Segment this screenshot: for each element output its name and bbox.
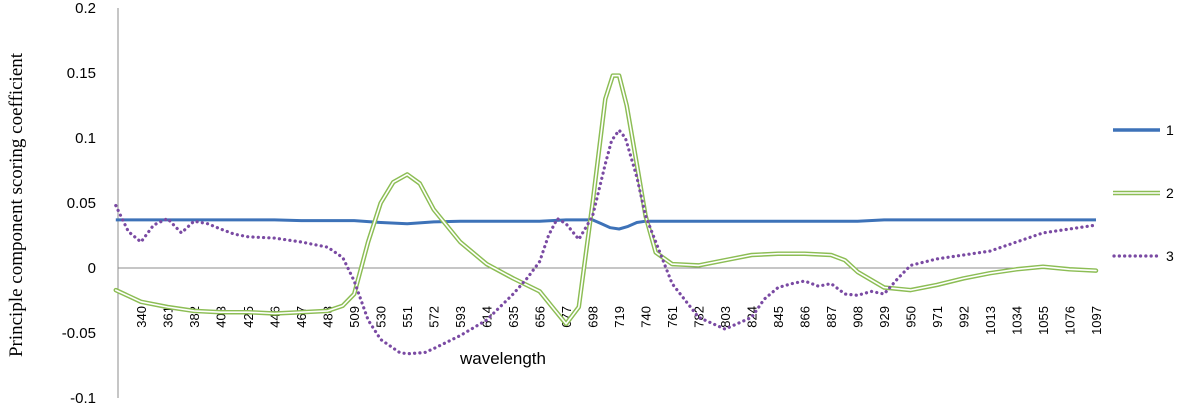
x-tick-label: 340 [134, 306, 149, 328]
x-tick-label: 866 [798, 306, 813, 328]
x-tick-label: 614 [480, 306, 495, 328]
x-tick-label: 509 [347, 306, 362, 328]
y-tick-label: -0.1 [70, 390, 96, 407]
x-tick-label: 698 [586, 306, 601, 328]
x-tick-label: 467 [294, 306, 309, 328]
x-tick-label: 656 [533, 306, 548, 328]
x-tick-label: 1013 [983, 306, 998, 335]
x-tick-label: 551 [400, 306, 415, 328]
y-tick-labels: 0.2 0.15 0.1 0.05 0 -0.05 -0.1 [62, 0, 96, 407]
series-2-line-inner [115, 74, 1097, 325]
x-tick-label: 530 [374, 306, 389, 328]
x-axis-label-group: wavelength [459, 349, 546, 368]
x-tick-label: 929 [877, 306, 892, 328]
x-tick-label: 403 [213, 306, 228, 328]
legend-label-3: 3 [1166, 248, 1174, 264]
series-3-line [114, 128, 1098, 356]
y-tick-label: 0.05 [67, 195, 96, 212]
y-tick-label: -0.05 [62, 325, 96, 342]
x-tick-label: 740 [639, 306, 654, 328]
x-tick-label: 635 [506, 306, 521, 328]
x-tick-label: 719 [612, 306, 627, 328]
legend-label-2: 2 [1166, 185, 1174, 201]
x-tick-label: 950 [904, 306, 919, 328]
y-tick-label: 0 [88, 260, 96, 277]
x-tick-label: 1076 [1063, 306, 1078, 335]
x-tick-label: 572 [427, 306, 442, 328]
y-tick-label: 0.2 [75, 0, 96, 17]
axes [117, 8, 1070, 398]
x-tick-label: 992 [957, 306, 972, 328]
legend: 1 2 3 [1112, 122, 1174, 264]
x-tick-label: 361 [160, 306, 175, 328]
x-tick-label: 761 [665, 306, 680, 328]
y-tick-label: 0.1 [75, 130, 96, 147]
x-tick-label: 908 [851, 306, 866, 328]
x-tick-label: 1097 [1089, 306, 1104, 335]
x-tick-label: 845 [771, 306, 786, 328]
x-tick-labels: 340 361 382 403 425 446 467 488 509 530 551 572 593 6… [134, 306, 1104, 335]
x-tick-label: 425 [241, 306, 256, 328]
series-2-line [113, 73, 1099, 327]
x-tick-label: 803 [718, 306, 733, 328]
y-axis-title: Principle component scoring coefficient [6, 52, 27, 357]
y-axis-label-group: Principle component scoring coefficient [6, 52, 27, 357]
series-1-line [115, 218, 1096, 231]
x-tick-label: 1034 [1010, 306, 1025, 335]
x-tick-label: 887 [824, 306, 839, 328]
x-tick-label: 446 [268, 306, 283, 328]
x-tick-label: 1055 [1036, 306, 1051, 335]
legend-label-1: 1 [1166, 122, 1174, 138]
series-lines [113, 73, 1099, 356]
y-tick-label: 0.15 [67, 65, 96, 82]
x-axis-title: wavelength [459, 349, 546, 368]
x-tick-label: 593 [453, 306, 468, 328]
x-tick-label: 971 [930, 306, 945, 328]
